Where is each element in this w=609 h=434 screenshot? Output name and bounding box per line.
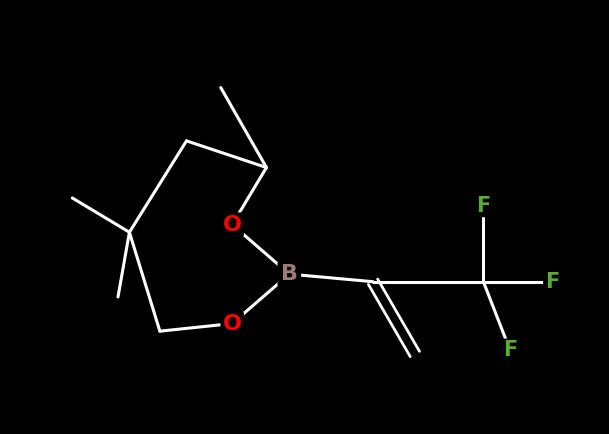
Text: F: F [476,196,490,216]
Text: F: F [503,340,517,360]
Text: B: B [281,264,298,284]
Text: F: F [545,272,559,292]
Text: O: O [223,314,242,334]
Text: O: O [223,214,242,235]
